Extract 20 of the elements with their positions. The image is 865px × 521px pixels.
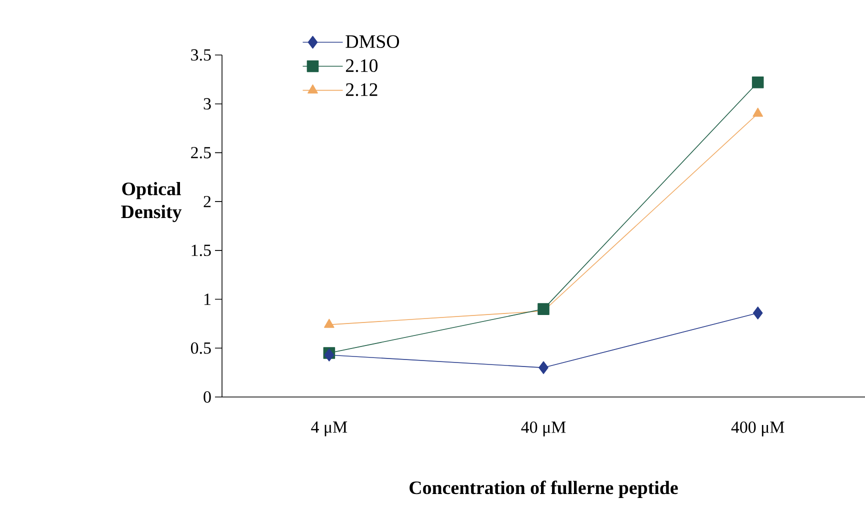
point <box>538 361 548 374</box>
point <box>752 76 764 88</box>
y-tick-label: 2.5 <box>191 146 211 158</box>
point <box>324 348 334 362</box>
legend-label: DMSO <box>346 35 400 48</box>
y-tick-label: 1.5 <box>192 244 211 256</box>
y-tick-label: 0.5 <box>190 342 211 354</box>
point <box>752 306 763 320</box>
x-tick-label: 400 μM <box>731 422 784 436</box>
y-axis-title: Optical Density <box>121 182 182 222</box>
y-tick-label: 3.5 <box>191 49 211 61</box>
x-tick-label: 4 μM <box>311 422 348 436</box>
x-tick-label: 40 μM <box>521 422 566 436</box>
y-tick-label: 1 <box>204 294 210 305</box>
x-axis-title: Concentration of fullerne peptide <box>410 480 678 498</box>
y-tick-label: 2 <box>204 196 211 208</box>
legend-label: 2.12 <box>346 83 378 96</box>
y-tick-label: 0 <box>204 391 211 403</box>
y-tick-label: 3 <box>204 98 211 110</box>
legend-label: 2.10 <box>346 59 378 72</box>
